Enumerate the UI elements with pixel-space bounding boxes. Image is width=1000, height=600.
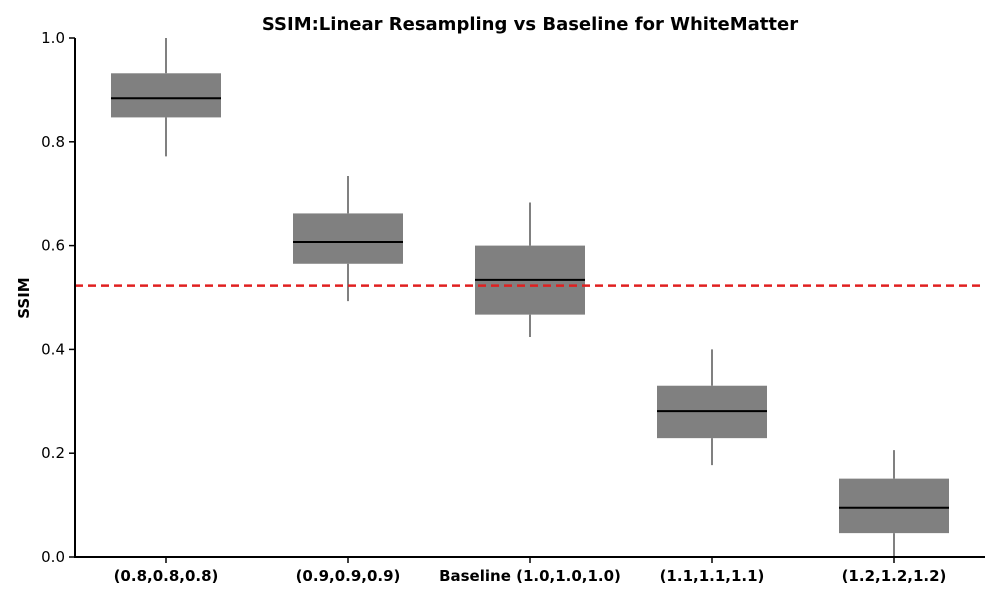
box-iqr xyxy=(111,73,221,118)
chart-title: SSIM:Linear Resampling vs Baseline for W… xyxy=(262,14,798,35)
x-tick-label: (0.9,0.9,0.9) xyxy=(296,567,401,585)
y-tick-label: 0.4 xyxy=(41,340,65,358)
x-tick-label: (0.8,0.8,0.8) xyxy=(114,567,219,585)
y-axis-label: SSIM xyxy=(15,277,33,318)
y-tick-label: 0.2 xyxy=(41,444,65,462)
y-tick-label: 0.6 xyxy=(41,237,65,255)
x-tick-label: Baseline (1.0,1.0,1.0) xyxy=(439,567,621,585)
box-iqr xyxy=(293,213,403,264)
y-tick-label: 1.0 xyxy=(41,29,65,47)
box-iqr xyxy=(839,478,949,534)
plot-area: 0.0 0.2 0.4 0.6 0.8 1.0 (0.8,0.8,0.8) (0.9,0.9,… xyxy=(41,29,985,585)
x-tick-label: (1.2,1.2,1.2) xyxy=(842,567,947,585)
y-tick-label: 0.0 xyxy=(41,548,65,566)
y-tick-label: 0.8 xyxy=(41,133,65,151)
x-tick-label: (1.1,1.1,1.1) xyxy=(660,567,765,585)
